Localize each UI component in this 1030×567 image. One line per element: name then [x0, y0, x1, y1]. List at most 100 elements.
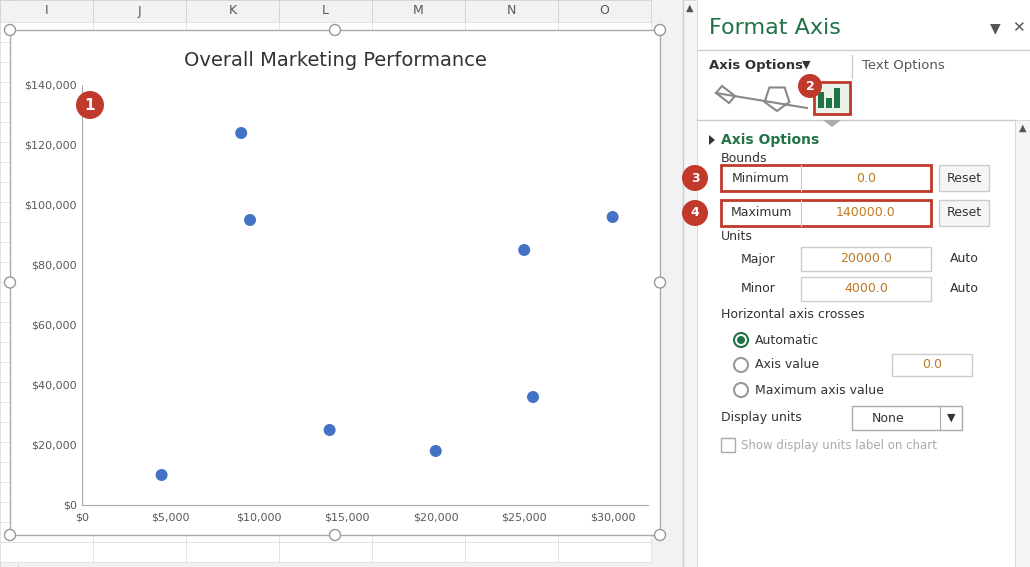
Bar: [826, 98, 832, 108]
Text: ✕: ✕: [1011, 20, 1025, 36]
Bar: [186, 142, 279, 162]
Bar: [186, 262, 279, 282]
Circle shape: [798, 74, 822, 98]
Text: Axis Options: Axis Options: [709, 58, 803, 71]
Bar: [465, 122, 558, 142]
Bar: [0, 222, 93, 242]
Bar: [186, 0, 279, 22]
Bar: [0, 502, 93, 522]
Bar: [558, 382, 651, 402]
Bar: [186, 482, 279, 502]
Text: I: I: [44, 5, 48, 18]
Text: N: N: [507, 5, 516, 18]
Bar: [558, 62, 651, 82]
Bar: [0, 162, 93, 182]
Bar: [372, 82, 465, 102]
Bar: [372, 0, 465, 22]
Bar: [279, 102, 372, 122]
Bar: [186, 462, 279, 482]
Text: ▼: ▼: [802, 60, 811, 70]
Bar: [93, 282, 186, 302]
Bar: [558, 342, 651, 362]
Bar: [465, 502, 558, 522]
Text: ▼: ▼: [947, 413, 955, 423]
Bar: [721, 438, 735, 452]
Bar: [372, 462, 465, 482]
Bar: [465, 182, 558, 202]
Bar: [279, 282, 372, 302]
Bar: [0, 62, 93, 82]
Bar: [0, 0, 93, 22]
Bar: [801, 277, 931, 301]
Bar: [0, 262, 93, 282]
Bar: [372, 442, 465, 462]
Bar: [801, 247, 931, 271]
Text: $15,000: $15,000: [324, 512, 370, 522]
Text: Axis value: Axis value: [755, 358, 819, 371]
Bar: [558, 422, 651, 442]
Circle shape: [734, 358, 748, 372]
Bar: [186, 302, 279, 322]
Bar: [558, 282, 651, 302]
Bar: [465, 42, 558, 62]
Bar: [186, 162, 279, 182]
Bar: [279, 522, 372, 542]
Text: J: J: [138, 5, 141, 18]
Circle shape: [518, 244, 530, 256]
Bar: [93, 402, 186, 422]
Bar: [814, 82, 850, 114]
Bar: [186, 182, 279, 202]
Bar: [279, 302, 372, 322]
Bar: [186, 382, 279, 402]
Bar: [372, 302, 465, 322]
Bar: [465, 0, 558, 22]
Bar: [186, 82, 279, 102]
Text: Auto: Auto: [950, 252, 978, 265]
Text: Text Options: Text Options: [862, 58, 945, 71]
Bar: [372, 142, 465, 162]
Bar: [558, 442, 651, 462]
Bar: [939, 165, 989, 191]
Text: ▲: ▲: [686, 3, 694, 13]
Text: 0.0: 0.0: [856, 171, 876, 184]
Text: Horizontal axis crosses: Horizontal axis crosses: [721, 308, 864, 321]
Bar: [279, 542, 372, 562]
Bar: [558, 462, 651, 482]
Bar: [186, 402, 279, 422]
Text: None: None: [872, 412, 904, 425]
Bar: [558, 222, 651, 242]
Polygon shape: [823, 120, 842, 127]
Bar: [892, 354, 972, 376]
Circle shape: [654, 24, 665, 36]
Bar: [0, 442, 93, 462]
Circle shape: [4, 530, 15, 540]
Text: 0.0: 0.0: [922, 358, 942, 371]
Bar: [93, 242, 186, 262]
Bar: [186, 442, 279, 462]
Circle shape: [430, 445, 442, 457]
Bar: [372, 222, 465, 242]
Bar: [372, 482, 465, 502]
Bar: [279, 0, 372, 22]
Bar: [93, 202, 186, 222]
Bar: [93, 382, 186, 402]
Text: $80,000: $80,000: [31, 260, 77, 270]
Text: Major: Major: [741, 252, 776, 265]
Bar: [0, 402, 93, 422]
Bar: [279, 162, 372, 182]
Bar: [465, 522, 558, 542]
Bar: [465, 242, 558, 262]
Circle shape: [4, 24, 15, 36]
Text: O: O: [599, 5, 610, 18]
Bar: [465, 402, 558, 422]
Bar: [558, 402, 651, 422]
Text: Show display units label on chart: Show display units label on chart: [741, 439, 937, 452]
Text: Reset: Reset: [947, 206, 982, 219]
Bar: [93, 42, 186, 62]
Bar: [279, 22, 372, 42]
Bar: [852, 406, 962, 430]
Text: $40,000: $40,000: [31, 380, 77, 390]
Circle shape: [682, 165, 708, 191]
Text: $20,000: $20,000: [31, 440, 77, 450]
Bar: [465, 302, 558, 322]
